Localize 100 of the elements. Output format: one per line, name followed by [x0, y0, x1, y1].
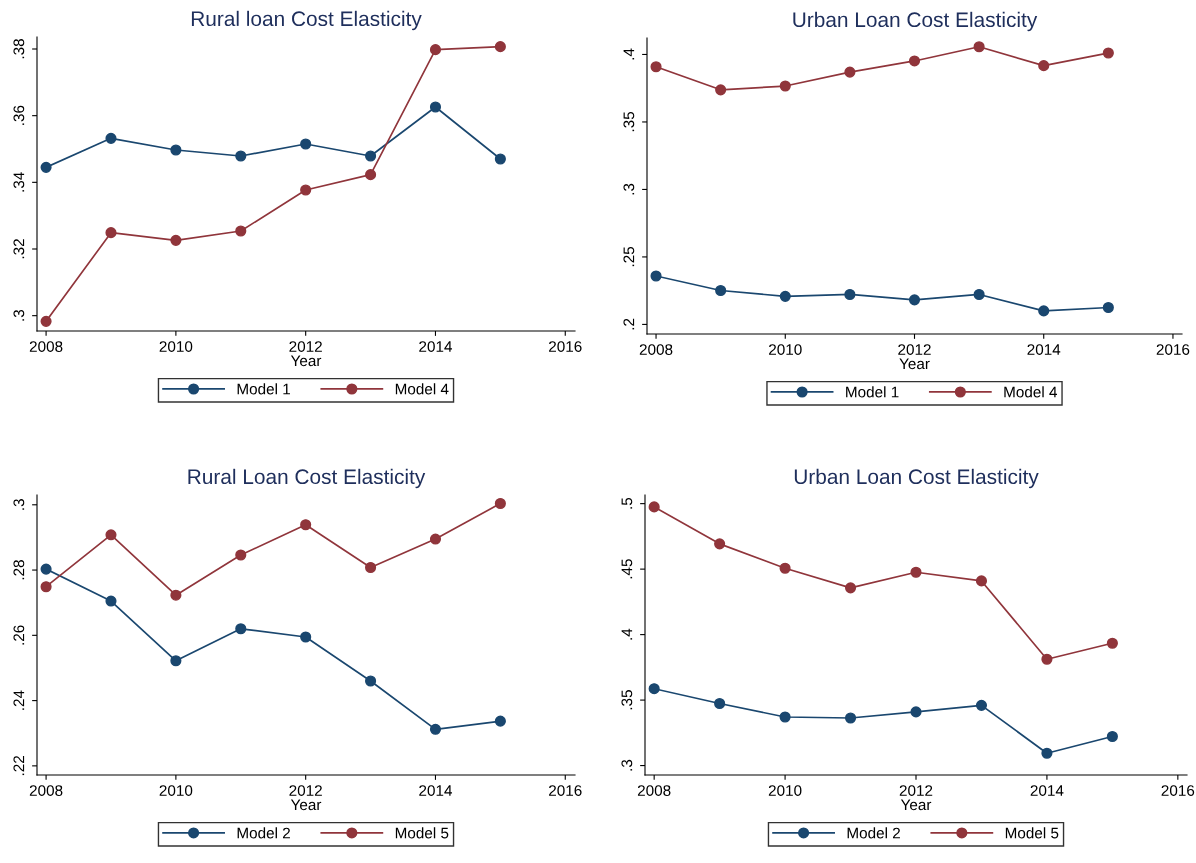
point	[40, 563, 52, 575]
point	[235, 150, 247, 162]
x-tick-label: 2016	[549, 785, 582, 796]
point	[1041, 653, 1053, 665]
point	[1106, 730, 1118, 743]
x-tick-label: 2016	[1156, 344, 1190, 355]
point	[300, 631, 312, 643]
x-axis-title: Year	[290, 799, 322, 811]
y-tick-label: .3	[13, 499, 25, 510]
y-tick-label: .2	[623, 318, 635, 330]
point	[650, 61, 662, 73]
y-tick-label: .4	[623, 48, 635, 60]
y-tick-label: .22	[13, 756, 25, 776]
point	[235, 549, 247, 561]
x-tick-label: 2012	[289, 785, 322, 796]
x-tick-label: 2016	[549, 341, 582, 352]
point	[494, 153, 506, 165]
point	[105, 529, 117, 541]
y-tick-label: .5	[621, 497, 633, 509]
point	[910, 566, 922, 578]
legend-label: Model 4	[1004, 386, 1058, 398]
point	[715, 84, 727, 96]
point	[105, 132, 117, 144]
y-tick-label: .3	[621, 759, 633, 771]
point	[779, 562, 791, 574]
point	[779, 80, 791, 92]
point	[235, 623, 247, 635]
point	[648, 501, 660, 513]
point	[973, 288, 985, 301]
point	[235, 225, 247, 237]
x-axis-title: Year	[290, 355, 322, 367]
y-tick-label: .3	[623, 183, 635, 195]
chart-title: Urban Loan Cost Elasticity	[794, 468, 1039, 489]
y-tick-label: .24	[13, 690, 25, 710]
point	[429, 533, 442, 545]
chart-title: Urban Loan Cost Elasticity	[793, 11, 1038, 32]
legend-label: Model 2	[237, 827, 290, 839]
point	[650, 270, 662, 282]
point	[975, 699, 988, 711]
y-tick-label: .36	[13, 105, 25, 125]
point	[365, 150, 377, 162]
point	[844, 582, 857, 594]
point	[494, 715, 506, 727]
point	[844, 712, 857, 724]
point	[1038, 60, 1050, 72]
chart-title: Rural Loan Cost Elasticity	[188, 468, 426, 489]
point	[170, 655, 182, 667]
x-tick-label: 2012	[898, 344, 931, 355]
point	[908, 294, 921, 306]
point	[300, 138, 312, 150]
y-tick-label: .4	[621, 628, 633, 640]
x-axis-title: Year	[900, 799, 932, 811]
point	[1102, 47, 1114, 59]
point	[429, 44, 442, 56]
point	[844, 66, 856, 78]
y-tick-label: .45	[621, 559, 633, 579]
chart-title: Rural loan Cost Elasticity	[191, 10, 422, 31]
x-tick-label: 2012	[289, 341, 322, 352]
point	[715, 284, 727, 297]
point	[494, 497, 506, 510]
point	[908, 55, 921, 67]
x-tick-label: 2008	[29, 341, 63, 352]
point	[1102, 301, 1114, 314]
y-tick-label: .3	[13, 309, 25, 321]
point	[714, 697, 726, 710]
point	[365, 169, 377, 181]
x-tick-label: 2014	[1027, 344, 1061, 355]
point	[300, 519, 312, 531]
x-axis-title: Year	[899, 358, 930, 370]
y-tick-label: .25	[623, 246, 635, 267]
y-tick-label: .35	[623, 111, 635, 132]
legend-label: Model 1	[846, 386, 899, 398]
x-tick-label: 2010	[768, 785, 802, 796]
point	[105, 595, 117, 607]
point	[40, 315, 52, 327]
x-tick-label: 2010	[159, 785, 193, 796]
x-tick-label: 2012	[899, 785, 933, 796]
point	[648, 683, 660, 695]
point	[1038, 305, 1050, 317]
x-tick-label: 2016	[1161, 785, 1195, 796]
legend-label: Model 5	[1005, 827, 1059, 839]
x-tick-label: 2008	[639, 344, 673, 355]
point	[975, 575, 988, 587]
point	[365, 675, 377, 687]
x-tick-label: 2014	[419, 785, 453, 796]
point	[779, 290, 791, 302]
legend-label: Model 5	[395, 827, 449, 839]
point	[170, 589, 182, 601]
point	[365, 561, 377, 574]
y-tick-label: .28	[13, 560, 25, 580]
x-tick-label: 2008	[29, 785, 63, 796]
point	[973, 41, 985, 53]
point	[779, 711, 791, 723]
point	[1106, 637, 1118, 649]
x-tick-label: 2010	[769, 344, 802, 355]
point	[910, 706, 922, 718]
x-tick-label: 2014	[419, 341, 453, 352]
point	[714, 538, 726, 550]
y-tick-label: .38	[13, 39, 25, 59]
y-tick-label: .26	[13, 625, 25, 645]
